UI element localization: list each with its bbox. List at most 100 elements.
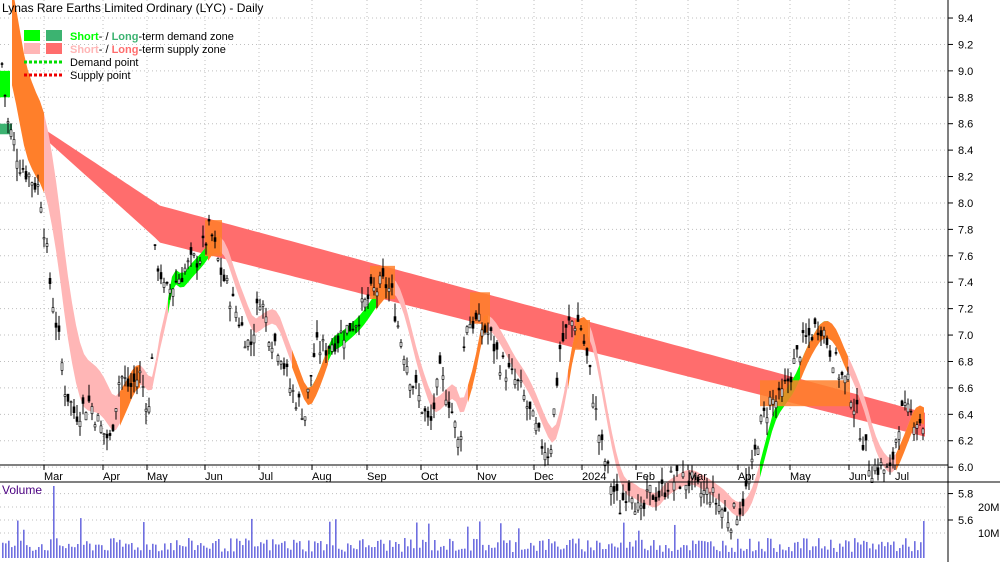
candle-body [324, 350, 328, 356]
candle-body [855, 399, 859, 405]
y-tick-label: 8.8 [958, 92, 973, 104]
candle-body [354, 325, 358, 328]
x-tick-label: Mar [688, 471, 707, 483]
legend-supply-zone-label: Short- / Long-term supply zone [70, 44, 226, 56]
candle-body [252, 334, 256, 344]
volume-bar [23, 529, 25, 558]
y-tick-label: 8.2 [958, 172, 973, 184]
candle-body [450, 411, 454, 414]
volume-bar [602, 549, 604, 558]
candle-body [222, 274, 226, 282]
candle-body [312, 353, 316, 357]
candle-body [198, 260, 202, 264]
candle-body [873, 464, 877, 472]
candle-body [387, 288, 391, 292]
candle-body [360, 298, 364, 303]
y-tick-label: 6.8 [958, 356, 973, 368]
volume-bar [425, 541, 427, 558]
volume-bar [611, 543, 613, 558]
volume-bar [800, 548, 802, 558]
candle-body [570, 321, 574, 327]
volume-bar [458, 549, 460, 558]
volume-bar [755, 550, 757, 558]
candle-body [420, 412, 424, 414]
volume-bar [905, 538, 907, 558]
candle-body [675, 465, 679, 472]
candle-body [588, 364, 592, 368]
candle-body [438, 355, 442, 364]
volume-bar [188, 538, 190, 558]
volume-bar [194, 549, 196, 558]
candle-body [573, 328, 577, 332]
volume-bar [389, 540, 391, 558]
candle-body [87, 395, 91, 402]
volume-bar [659, 545, 661, 558]
volume-bar [791, 551, 793, 558]
candle-body [786, 378, 790, 382]
candle-body [453, 421, 457, 428]
volume-bar [647, 550, 649, 558]
candle-body [177, 278, 181, 284]
volume-bar [641, 539, 643, 558]
legend-demand-point-label: Demand point [70, 57, 139, 69]
candle-body [732, 503, 736, 508]
volume-bar [416, 522, 418, 558]
short-term-demand-zone [0, 70, 10, 98]
volume-bar [500, 523, 502, 558]
volume-bar [227, 551, 229, 558]
x-tick-label: Feb [636, 471, 655, 483]
volume-bar [146, 544, 148, 558]
candle-body [525, 406, 529, 409]
volume-bar [47, 550, 49, 558]
candle-body [318, 352, 322, 356]
volume-bar [329, 521, 331, 558]
volume-bar [845, 540, 847, 558]
overlap-zone [292, 346, 328, 406]
volume-bar [683, 545, 685, 558]
candle-body [45, 243, 49, 247]
x-tick-label: Aug [312, 471, 332, 483]
candle-body [381, 268, 385, 277]
candle-body [153, 244, 157, 246]
volume-bar [920, 542, 922, 558]
candle-body [750, 458, 754, 463]
candle-body [480, 329, 484, 337]
volume-bar [134, 549, 136, 558]
volume-bar [572, 538, 574, 558]
candle-body [144, 408, 148, 412]
candle-body [261, 303, 265, 307]
candle-body [720, 509, 724, 518]
candle-body [456, 439, 460, 448]
volume-bar [761, 548, 763, 558]
volume-bar [101, 545, 103, 558]
volume-bar [488, 544, 490, 558]
volume-bar [74, 547, 76, 558]
volume-tick-label: 10M [978, 528, 999, 540]
volume-bar [896, 551, 898, 558]
long-term-demand-zone [0, 123, 12, 135]
volume-bar [38, 547, 40, 558]
volume-bar [434, 540, 436, 558]
volume-bar [464, 548, 466, 558]
volume-bar [392, 546, 394, 558]
volume-layer [2, 486, 925, 558]
x-tick-label: May [790, 471, 811, 483]
volume-bar [527, 548, 529, 558]
legend-supply-short-swatch [24, 43, 40, 54]
candle-body [744, 480, 748, 487]
candle-body [282, 363, 286, 369]
candle-body [66, 393, 70, 402]
volume-bar [176, 540, 178, 558]
volume-bar [59, 545, 61, 558]
candle-body [804, 335, 808, 337]
candle-body [702, 490, 706, 495]
volume-bar [359, 540, 361, 558]
candle-body [483, 325, 487, 333]
candle-body [195, 263, 199, 268]
volume-bar [203, 545, 205, 558]
volume-bar [713, 546, 715, 558]
volume-bar [380, 539, 382, 558]
x-tick-label: Mar [44, 471, 63, 483]
volume-bar [383, 543, 385, 558]
